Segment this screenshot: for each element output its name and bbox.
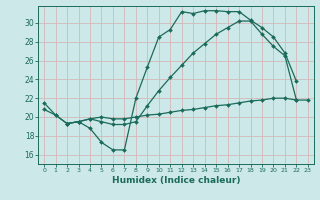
X-axis label: Humidex (Indice chaleur): Humidex (Indice chaleur)	[112, 176, 240, 185]
